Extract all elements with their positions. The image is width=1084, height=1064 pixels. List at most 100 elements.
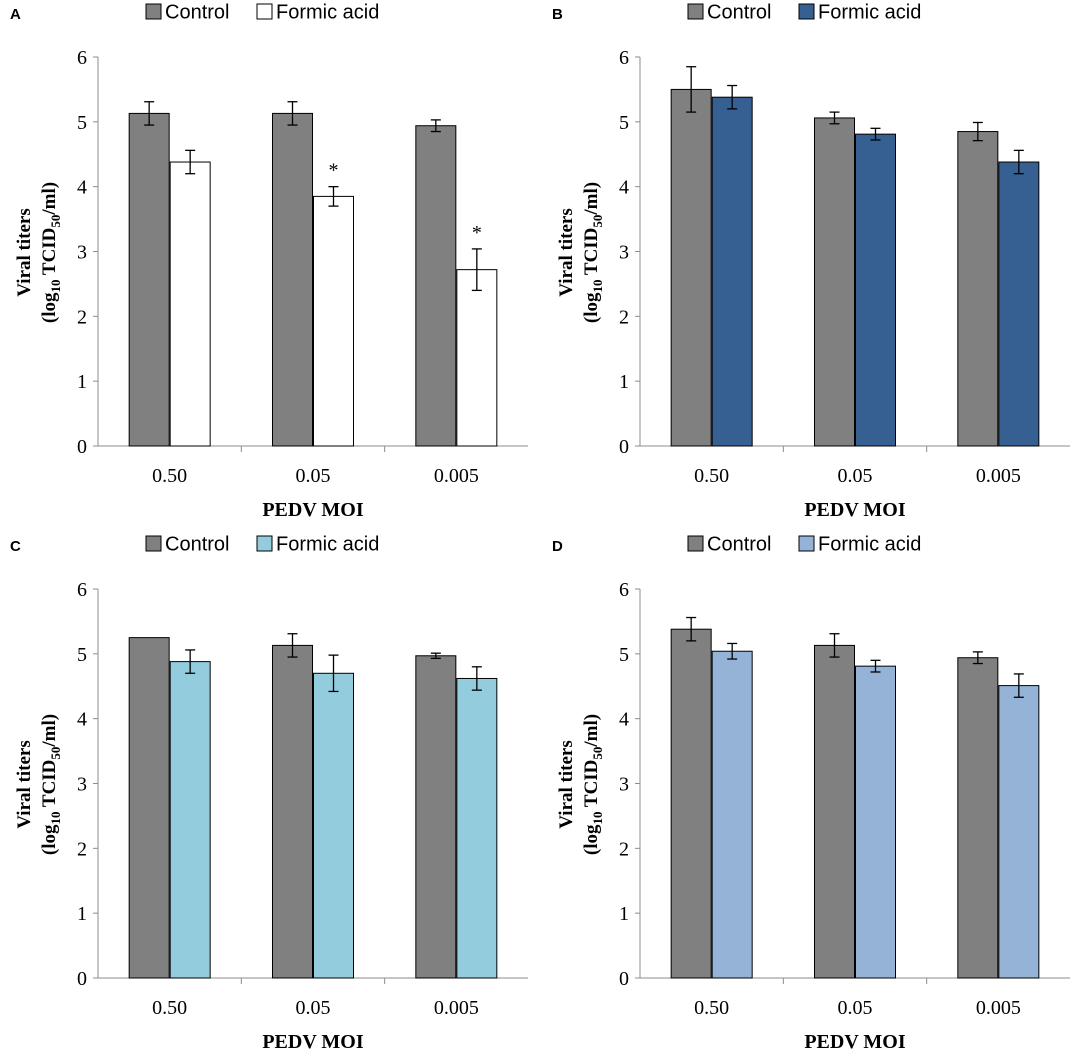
x-tick-label: 0.005: [976, 465, 1021, 487]
y-tick-label: 0: [77, 436, 87, 458]
y-tick-label: 1: [619, 371, 629, 393]
x-tick-label: 0.05: [838, 997, 873, 1019]
x-axis-title: PEDV MOI: [262, 1031, 364, 1053]
legend-swatch-formic-acid: [798, 535, 815, 552]
x-tick-label: 0.50: [152, 465, 187, 487]
y-tick-label: 5: [619, 112, 629, 134]
legend-swatch-formic-acid: [798, 3, 815, 20]
bar-control: [128, 637, 170, 979]
legend-swatch-control: [687, 3, 704, 20]
y-tick-label: 2: [619, 838, 629, 860]
x-axis-title: PEDV MOI: [804, 499, 906, 521]
panel-d: D Control Formic acid 0 1 2 3 4 5 6 Viral titers (l…: [542, 532, 1084, 1064]
legend-swatch-control: [145, 535, 162, 552]
y-tick-label: 6: [77, 47, 87, 69]
error-bar: [686, 66, 697, 113]
error-bar: [870, 127, 881, 141]
error-bar: [430, 119, 441, 133]
y-tick-label: 4: [77, 177, 87, 199]
bar-control: [957, 657, 999, 979]
legend-swatch-control: [687, 535, 704, 552]
y-axis-title-line1: Viral titers: [556, 740, 577, 828]
y-tick-label: 2: [77, 306, 87, 328]
bar-formic-acid: [998, 161, 1040, 447]
significance-marker: *: [472, 222, 482, 244]
error-bar: [972, 651, 983, 665]
y-tick-label: 6: [77, 579, 87, 601]
bar-control: [415, 655, 457, 979]
bar-control: [272, 644, 313, 979]
error-bar: [328, 186, 339, 207]
y-axis-title-line1: Viral titers: [14, 740, 35, 828]
legend: Control Formic acid: [687, 534, 921, 556]
bar-control: [128, 112, 170, 447]
y-tick-label: 1: [77, 903, 87, 925]
y-tick-label: 2: [77, 838, 87, 860]
legend-label-formic-acid: Formic acid: [276, 534, 379, 556]
legend-label-formic-acid: Formic acid: [818, 534, 921, 556]
y-tick-label: 1: [619, 903, 629, 925]
y-tick-label: 3: [77, 242, 87, 264]
error-bar: [1013, 673, 1024, 698]
bar-formic-acid: [313, 195, 354, 447]
legend: Control Formic acid: [145, 2, 379, 24]
significance-marker: *: [329, 160, 339, 182]
legend-swatch-control: [145, 3, 162, 20]
y-tick-label: 6: [619, 47, 629, 69]
y-tick-label: 3: [77, 774, 87, 796]
y-axis-title-line2: (log10 TCID50/ml): [581, 182, 605, 323]
x-tick-label: 0.05: [296, 997, 331, 1019]
bar-formic-acid: [711, 650, 753, 979]
error-bar: [430, 652, 441, 660]
bar-control: [272, 112, 313, 447]
error-bar: [972, 121, 983, 142]
y-tick-label: 3: [619, 774, 629, 796]
bar-formic-acid: [711, 96, 753, 447]
error-bar: [287, 633, 298, 658]
x-tick-label: 0.05: [296, 465, 331, 487]
legend-label-control: Control: [707, 2, 771, 24]
error-bar: [727, 84, 738, 110]
bar-control: [670, 628, 712, 979]
error-bar: [870, 659, 881, 673]
y-tick-label: 2: [619, 306, 629, 328]
y-tick-label: 6: [619, 579, 629, 601]
x-tick-label: 0.50: [694, 465, 729, 487]
y-axis-title-line1: Viral titers: [14, 208, 35, 296]
error-bar: [144, 101, 155, 126]
panel-c: C Control Formic acid 0 1 2 3 4 5 6 Viral titers (l…: [0, 532, 542, 1064]
y-tick-label: 1: [77, 371, 87, 393]
x-tick-label: 0.005: [434, 997, 479, 1019]
y-axis-title-line2: (log10 TCID50/ml): [39, 714, 63, 855]
bar-control: [814, 644, 855, 979]
y-tick-label: 5: [77, 644, 87, 666]
error-bar: [829, 111, 840, 125]
legend-swatch-formic-acid: [256, 3, 273, 20]
error-bar: [1013, 149, 1024, 175]
panel-c-svg: C Control Formic acid 0 1 2 3 4 5 6 Viral titers(l…: [10, 534, 528, 1053]
x-axis-title: PEDV MOI: [804, 1031, 906, 1053]
bar-control: [415, 125, 457, 447]
error-bar: [686, 616, 697, 642]
x-axis-title: PEDV MOI: [262, 499, 364, 521]
y-tick-label: 3: [619, 242, 629, 264]
y-tick-label: 0: [77, 968, 87, 990]
error-bar: [829, 633, 840, 658]
y-axis-title-line2: (log10 TCID50/ml): [39, 182, 63, 323]
bar-formic-acid: [313, 672, 354, 979]
bar-control: [814, 117, 855, 447]
legend-label-control: Control: [165, 534, 229, 556]
x-tick-label: 0.50: [694, 997, 729, 1019]
error-bar: [287, 101, 298, 126]
y-tick-label: 0: [619, 436, 629, 458]
x-tick-label: 0.05: [838, 465, 873, 487]
panel-b: B Control Formic acid 0 1 2 3 4 5 6 Viral titers (l…: [542, 0, 1084, 532]
error-bar: [185, 649, 196, 674]
bar-formic-acid: [456, 677, 498, 979]
y-axis-title-line2: (log10 TCID50/ml): [581, 714, 605, 855]
panel-a-svg: A Control Formic acid 0 1 2 3 4 5 6 Viral titers(l…: [10, 2, 528, 521]
y-axis-title-line1: Viral titers: [556, 208, 577, 296]
y-tick-label: 5: [77, 112, 87, 134]
bar-formic-acid: [998, 685, 1040, 979]
y-tick-label: 4: [619, 177, 629, 199]
